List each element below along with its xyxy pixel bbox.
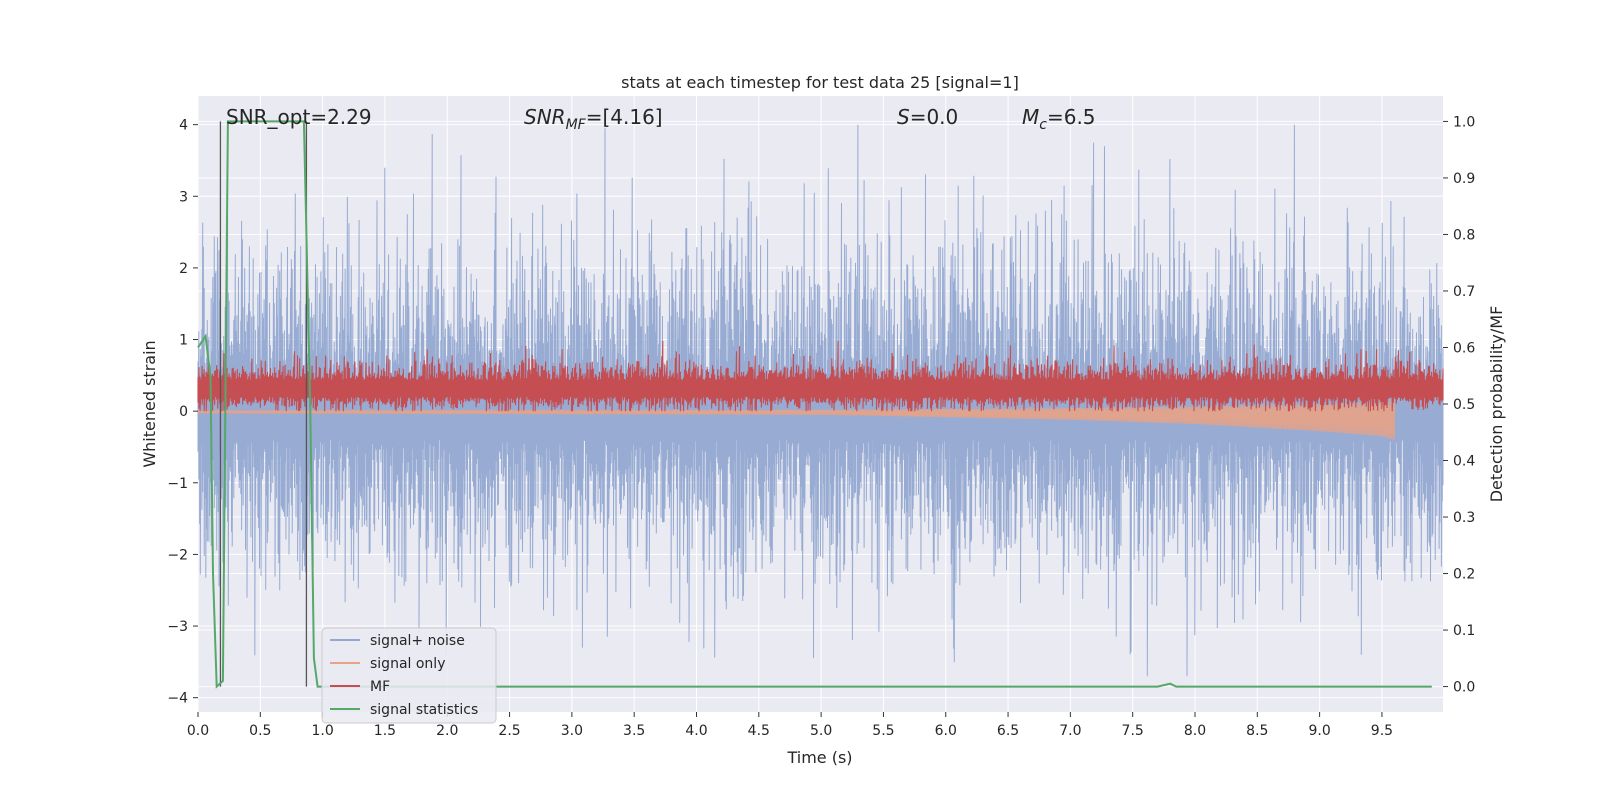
series-mf	[197, 340, 1444, 412]
legend-label-signal-only: signal only	[370, 656, 445, 672]
y-left-tick-label: −2	[167, 547, 188, 563]
mc-annotation: Mc=6.5	[1022, 105, 1096, 133]
y-right-tick-label: 1.0	[1453, 114, 1475, 130]
y-right-axis-label: Detection probability/MF	[1487, 306, 1506, 503]
x-tick-label: 4.0	[685, 723, 707, 739]
y-right-axis-ticks: 1.0 0.9 0.8 0.7 0.6 0.5 0.4 0.3 0.2 0.1 0.0	[1443, 114, 1475, 696]
snr-mf-value: =[4.16]	[586, 105, 663, 129]
y-right-tick-label: 0.8	[1453, 227, 1475, 243]
y-right-tick-label: 0.4	[1453, 454, 1475, 470]
s-symbol: S	[897, 105, 910, 129]
x-tick-label: 1.0	[311, 723, 333, 739]
mc-symbol: M	[1022, 105, 1039, 129]
y-left-tick-label: 2	[179, 261, 188, 277]
s-annotation: S=0.0	[897, 105, 958, 129]
y-left-tick-label: 4	[179, 118, 188, 134]
y-right-tick-label: 0.1	[1453, 623, 1475, 639]
x-tick-label: 6.5	[997, 723, 1019, 739]
series-signal-statistics	[197, 120, 1432, 689]
x-tick-label: 4.5	[748, 723, 770, 739]
y-right-tick-label: 0.9	[1453, 171, 1475, 187]
x-tick-label: 5.0	[810, 723, 832, 739]
y-right-tick-label: 0.0	[1453, 680, 1475, 696]
x-tick-label: 7.0	[1059, 723, 1081, 739]
y-left-tick-label: 1	[179, 333, 188, 349]
chart-title: stats at each timestep for test data 25 …	[621, 73, 1019, 92]
series-signal-only	[197, 401, 1395, 440]
s-value: =0.0	[910, 105, 959, 129]
y-left-tick-label: 3	[179, 189, 188, 205]
x-tick-label: 5.5	[872, 723, 894, 739]
y-left-tick-label: −3	[167, 619, 188, 635]
snr-opt-annotation: SNR_opt=2.29	[226, 105, 372, 129]
x-axis-ticks: 0.0 0.5 1.0 1.5 2.0 2.5 3.0 3.5 4.0 4.5 5.0 5.5 6.0 6…	[187, 712, 1393, 739]
x-tick-label: 3.0	[561, 723, 583, 739]
legend-label-signal-noise: signal+ noise	[370, 633, 465, 649]
x-tick-label: 0.5	[249, 723, 271, 739]
x-tick-label: 6.0	[935, 723, 957, 739]
y-left-tick-label: 0	[179, 404, 188, 420]
y-right-tick-label: 0.3	[1453, 510, 1475, 526]
series-signal-plus-noise	[197, 124, 1444, 677]
legend: signal+ noise signal only MF signal stat…	[321, 627, 497, 724]
snr-mf-annotation: SNRMF=[4.16]	[524, 105, 663, 133]
plot-series	[197, 120, 1444, 689]
x-tick-label: 7.5	[1122, 723, 1144, 739]
y-right-tick-label: 0.7	[1453, 284, 1475, 300]
y-right-tick-label: 0.6	[1453, 340, 1475, 356]
legend-label-mf: MF	[370, 679, 390, 695]
x-tick-label: 0.0	[187, 723, 209, 739]
x-tick-label: 2.5	[498, 723, 520, 739]
snr-mf-subscript: MF	[566, 117, 587, 133]
x-tick-label: 3.5	[623, 723, 645, 739]
y-right-tick-label: 0.5	[1453, 397, 1475, 413]
legend-label-signal-statistics: signal statistics	[370, 702, 478, 718]
y-left-tick-label: −4	[167, 691, 188, 707]
y-left-axis-label: Whitened strain	[140, 340, 159, 467]
x-tick-label: 1.5	[374, 723, 396, 739]
mc-subscript: c	[1039, 117, 1047, 133]
x-tick-label: 8.5	[1246, 723, 1268, 739]
legend-box	[321, 627, 497, 724]
mc-value: =6.5	[1047, 105, 1096, 129]
x-axis-label: Time (s)	[786, 748, 852, 767]
y-left-tick-label: −1	[167, 476, 188, 492]
snr-mf-symbol: SNR	[524, 105, 566, 129]
x-tick-label: 2.0	[436, 723, 458, 739]
x-tick-label: 9.5	[1371, 723, 1393, 739]
y-left-axis-ticks: 4 3 2 1 0 −1 −2 −3 −4	[167, 118, 198, 707]
x-tick-label: 9.0	[1308, 723, 1330, 739]
x-tick-label: 8.0	[1184, 723, 1206, 739]
y-right-tick-label: 0.2	[1453, 567, 1475, 583]
